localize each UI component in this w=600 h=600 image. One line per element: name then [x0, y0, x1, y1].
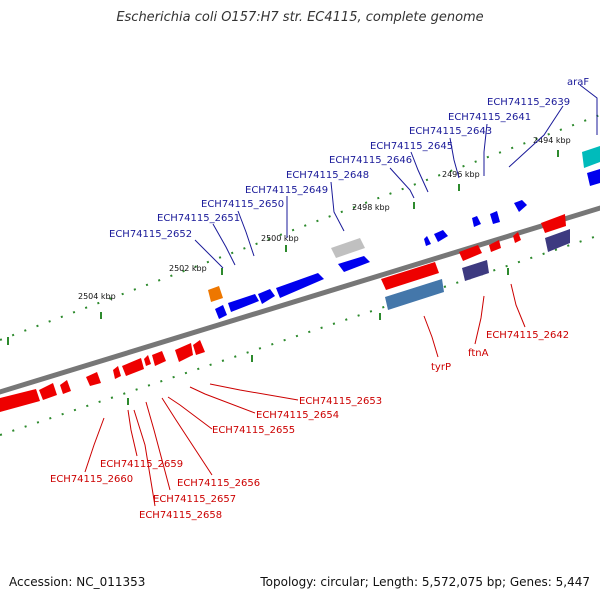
gene-ftnA-b[interactable] — [489, 240, 501, 252]
leader-2653 — [209, 383, 299, 401]
gene-ECH74115_2642-slate[interactable] — [545, 229, 570, 252]
leader-2642 — [510, 283, 526, 328]
gene-ECH74115_2641[interactable] — [514, 200, 527, 212]
topology-info: Topology: circular; Length: 5,572,075 bp… — [260, 575, 590, 589]
label-ECH74115_2660[interactable]: ECH74115_2660 — [50, 474, 133, 485]
reverse-gene-labels: ECH74115_2642 ftnA tyrP ECH74115_2653 EC… — [50, 330, 569, 521]
label-ECH74115_2641[interactable]: ECH74115_2641 — [448, 112, 531, 123]
label-ECH74115_2657[interactable]: ECH74115_2657 — [153, 494, 236, 505]
gene-ECH74115_2660-b[interactable] — [39, 383, 57, 400]
gene-ECH74115_2649[interactable] — [276, 273, 324, 298]
gene-ECH74115_2654[interactable] — [175, 343, 193, 362]
leader-2657 — [145, 401, 171, 491]
label-ECH74115_2650[interactable]: ECH74115_2650 — [201, 199, 284, 210]
label-tyrP[interactable]: tyrP — [431, 362, 451, 373]
genome-backbone — [0, 205, 600, 395]
gene-ECH74115_2648-gray[interactable] — [331, 238, 365, 258]
leader-2641 — [483, 123, 488, 176]
leader-2645 — [410, 151, 429, 193]
leader-ftnA — [474, 295, 485, 345]
gene-ECH74115_2657[interactable] — [122, 358, 144, 376]
accession-info: Accession: NC_011353 — [9, 575, 146, 589]
label-ftnA[interactable]: ftnA — [468, 348, 489, 359]
gene-tyrP[interactable] — [381, 262, 439, 290]
forward-leader-lines — [194, 84, 598, 269]
outer-tick-track — [0, 114, 600, 341]
leader-araF — [579, 84, 598, 135]
leader-2652 — [194, 239, 224, 269]
outer-tick-track-line — [0, 114, 600, 341]
leader-2639 — [508, 105, 564, 168]
label-ECH74115_2655[interactable]: ECH74115_2655 — [212, 425, 295, 436]
genome-title: Escherichia coli O157:H7 str. EC4115, co… — [116, 10, 484, 25]
leader-2643 — [449, 137, 460, 179]
label-ECH74115_2658[interactable]: ECH74115_2658 — [139, 510, 222, 521]
label-ECH74115_2639[interactable]: ECH74115_2639 — [487, 97, 570, 108]
label-ECH74115_2642[interactable]: ECH74115_2642 — [486, 330, 569, 341]
leader-2648 — [330, 181, 345, 232]
leader-2658 — [133, 409, 156, 507]
kbp-label-2504: 2504 kbp — [78, 292, 116, 301]
leader-2659 — [127, 409, 138, 457]
inner-tick-track — [0, 234, 600, 436]
leader-2660 — [84, 417, 105, 473]
forward-genes — [208, 146, 600, 319]
gene-ECH74115_2653[interactable] — [193, 340, 205, 355]
gene-ftnA-c[interactable] — [513, 232, 521, 243]
gene-ECH74115_2651[interactable] — [228, 294, 259, 312]
gene-ECH74115_2660-c[interactable] — [0, 389, 40, 412]
gene-tyrP-steelblue[interactable] — [385, 279, 444, 310]
leader-2654 — [189, 386, 256, 414]
label-ECH74115_2652[interactable]: ECH74115_2652 — [109, 229, 192, 240]
kbp-label-2498: 2498 kbp — [352, 203, 390, 212]
leader-2651 — [212, 223, 236, 266]
gene-ECH74115_2645[interactable] — [472, 216, 481, 227]
gene-ftnA[interactable] — [459, 245, 482, 261]
leader-2650 — [237, 210, 255, 257]
label-ECH74115_2651[interactable]: ECH74115_2651 — [157, 213, 240, 224]
inner-tick-track-line — [0, 234, 600, 436]
reverse-genes — [0, 214, 570, 412]
gene-ECH74115_2639[interactable] — [587, 169, 600, 186]
gene-ECH74115_2646[interactable] — [434, 230, 448, 242]
forward-gene-labels: araF ECH74115_2639 ECH74115_2641 ECH7411… — [109, 77, 589, 240]
leader-tyrP — [423, 315, 439, 358]
leader-2656 — [161, 397, 213, 476]
gene-ECH74115_2652[interactable] — [215, 305, 227, 319]
label-ECH74115_2654[interactable]: ECH74115_2654 — [256, 410, 339, 421]
label-ECH74115_2648[interactable]: ECH74115_2648 — [286, 170, 369, 181]
label-ECH74115_2649[interactable]: ECH74115_2649 — [245, 185, 328, 196]
leader-2655 — [167, 396, 213, 430]
label-ECH74115_2645[interactable]: ECH74115_2645 — [370, 141, 453, 152]
label-ECH74115_2643[interactable]: ECH74115_2643 — [409, 126, 492, 137]
kbp-label-2502: 2502 kbp — [169, 264, 207, 273]
gene-ECH74115_2642[interactable] — [541, 214, 566, 233]
gene-ECH74115_2659[interactable] — [86, 372, 101, 386]
label-ECH74115_2653[interactable]: ECH74115_2653 — [299, 396, 382, 407]
gene-ECH74115_2648[interactable] — [338, 256, 370, 272]
major-ticks — [7, 150, 559, 405]
leader-2646 — [389, 167, 415, 199]
gene-ECH74115_2646b[interactable] — [424, 236, 431, 246]
gene-ftnA-slate[interactable] — [462, 260, 489, 281]
label-ECH74115_2646[interactable]: ECH74115_2646 — [329, 155, 412, 166]
kbp-label-2494: 2494 kbp — [533, 136, 571, 145]
gene-araF[interactable] — [582, 146, 600, 168]
reverse-leader-lines — [84, 283, 526, 507]
gene-ECH74115_2660-a[interactable] — [60, 380, 71, 394]
gene-ECH74115_2656[interactable] — [144, 355, 151, 366]
label-ECH74115_2659[interactable]: ECH74115_2659 — [100, 459, 183, 470]
gene-ECH74115_2658[interactable] — [113, 366, 121, 379]
gene-ECH74115_2652-orange[interactable] — [208, 286, 223, 302]
gene-ECH74115_2655[interactable] — [152, 351, 166, 366]
kbp-label-2496: 2496 kbp — [442, 170, 480, 179]
gene-ECH74115_2650[interactable] — [258, 289, 275, 304]
gene-ECH74115_2643[interactable] — [490, 211, 500, 224]
kbp-label-2500: 2500 kbp — [261, 234, 299, 243]
label-ECH74115_2656[interactable]: ECH74115_2656 — [177, 478, 260, 489]
label-araF[interactable]: araF — [567, 77, 589, 88]
